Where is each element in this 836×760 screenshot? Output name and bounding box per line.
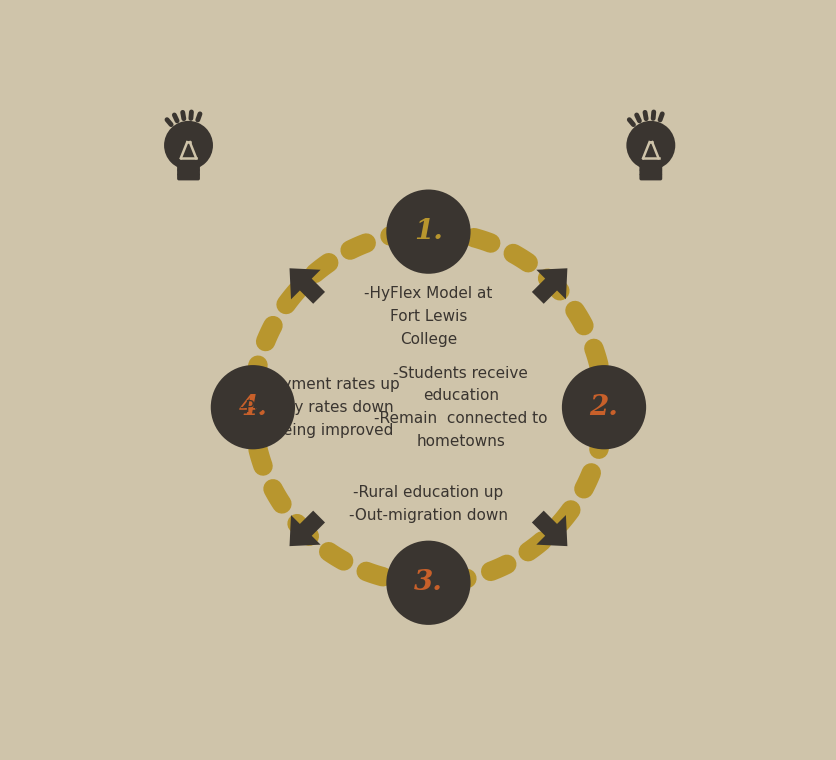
Circle shape [626, 121, 675, 169]
FancyBboxPatch shape [177, 164, 200, 172]
Circle shape [386, 540, 471, 625]
Polygon shape [289, 268, 325, 304]
Text: -HyFlex Model at
Fort Lewis
College: -HyFlex Model at Fort Lewis College [364, 287, 492, 347]
Polygon shape [532, 511, 568, 546]
FancyBboxPatch shape [640, 169, 662, 176]
Circle shape [211, 365, 295, 449]
Polygon shape [532, 268, 568, 304]
FancyBboxPatch shape [640, 164, 662, 172]
Circle shape [386, 189, 471, 274]
Circle shape [164, 121, 213, 169]
Text: -Employment rates up
 -Poverty rates down
-Wellbeing improved: -Employment rates up -Poverty rates down… [229, 377, 400, 438]
Text: 1.: 1. [414, 218, 443, 245]
FancyBboxPatch shape [177, 169, 200, 176]
Text: -Students receive
education
-Remain  connected to
hometowns: -Students receive education -Remain conn… [374, 366, 548, 449]
Text: 4.: 4. [238, 394, 268, 421]
Polygon shape [289, 511, 325, 546]
Circle shape [562, 365, 646, 449]
Text: 2.: 2. [589, 394, 619, 421]
FancyBboxPatch shape [640, 173, 662, 180]
FancyBboxPatch shape [177, 173, 200, 180]
Text: 3.: 3. [414, 569, 443, 597]
Text: -Rural education up
-Out-migration down: -Rural education up -Out-migration down [349, 485, 508, 523]
